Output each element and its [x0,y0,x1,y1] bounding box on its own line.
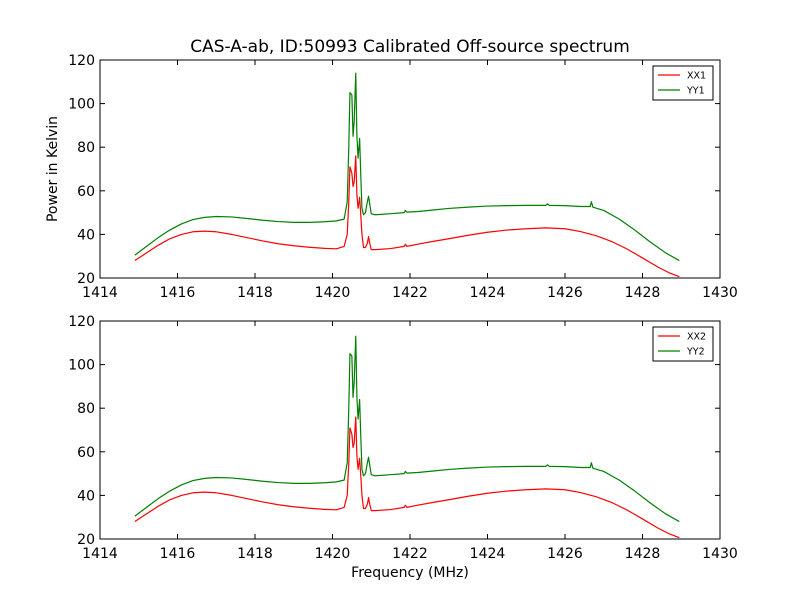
x-tick-label: 1424 [470,285,506,301]
y-tick-label: 120 [68,314,95,330]
y-tick-label: 20 [77,271,95,287]
legend-box [652,326,714,362]
x-tick-label: 1424 [470,546,506,562]
x-tick-label: 1420 [315,285,351,301]
x-tick-label: 1426 [547,285,583,301]
legend-box [652,65,714,101]
x-tick-label: 1416 [160,285,196,301]
legend-label-yy1: YY1 [686,86,705,97]
bottom-panel: 1414 1416 1418 1420 1422 1424 1426 1428 1430 20 40… [68,314,738,562]
series-line-yy1 [134,72,680,262]
y-axis-label: Power in Kelvin [45,116,61,222]
x-tick-label: 1422 [392,285,428,301]
y-tick-label: 80 [77,140,95,156]
x-tick-label: 1418 [237,285,273,301]
y-tick-label: 80 [77,401,95,417]
x-tick-label: 1416 [160,546,196,562]
x-tick-label: 1430 [702,285,738,301]
x-tick-label: 1418 [237,546,273,562]
y-tick-label: 40 [77,227,95,243]
x-tick-label: 1428 [625,285,661,301]
legend-label-xx1: XX1 [687,71,706,82]
chart-title: CAS-A-ab, ID:50993 Calibrated Off-source… [190,37,630,57]
top-panel: 1414 1416 1418 1420 1422 1424 1426 1428 1430 20 40… [68,53,738,301]
x-axis-label: Frequency (MHz) [351,565,469,581]
y-tick-label: 40 [77,488,95,504]
x-tick-label: 1420 [315,546,351,562]
y-tick-label: 100 [68,358,95,374]
y-tick-label: 100 [68,97,95,113]
x-tick-label: 1414 [82,285,118,301]
series-line-xx1 [134,155,680,278]
x-tick-label: 1430 [702,546,738,562]
y-tick-label: 60 [77,445,95,461]
x-tick-label: 1428 [625,546,661,562]
x-tick-label: 1426 [547,546,583,562]
x-tick-label: 1422 [392,546,428,562]
series-line-yy2 [134,335,680,523]
y-tick-label: 120 [68,53,95,69]
y-tick-label: 20 [77,532,95,548]
legend-label-xx2: XX2 [687,332,706,343]
legend-label-yy2: YY2 [686,347,705,358]
x-tick-label: 1414 [82,546,118,562]
series-line-xx2 [134,416,680,539]
y-tick-label: 60 [77,184,95,200]
